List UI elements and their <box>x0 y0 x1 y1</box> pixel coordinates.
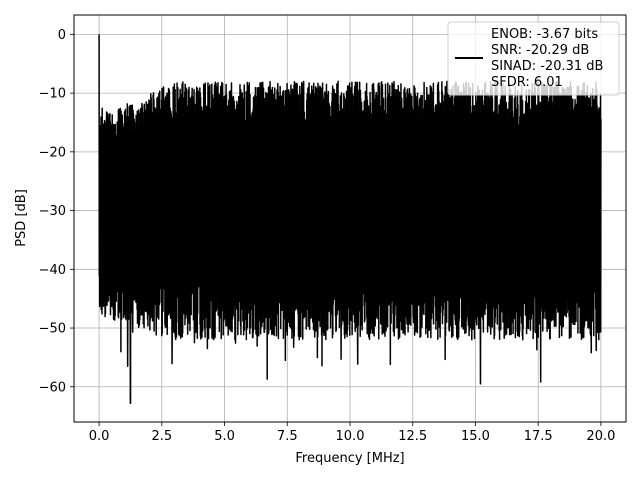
y-tick-label: −50 <box>39 322 66 337</box>
y-tick-label: −60 <box>39 380 66 395</box>
plot-area <box>98 34 602 404</box>
x-tick-label: 2.5 <box>151 429 172 444</box>
legend-entry-sinad: SINAD: -20.31 dB <box>491 59 603 74</box>
x-tick-label: 10.0 <box>336 429 365 444</box>
y-tick-label: −20 <box>39 145 66 160</box>
x-tick-label: 17.5 <box>524 429 553 444</box>
y-axis-ticks: 0 −10 −20 −30 −40 −50 −60 <box>39 28 74 395</box>
x-tick-label: 15.0 <box>461 429 490 444</box>
psd-series-line <box>98 34 602 404</box>
x-axis-ticks: 0.0 2.5 5.0 7.5 10.0 12.5 15.0 17.5 20.0 <box>89 422 615 444</box>
x-tick-label: 0.0 <box>89 429 110 444</box>
y-tick-label: −10 <box>39 87 66 102</box>
x-tick-label: 7.5 <box>277 429 298 444</box>
legend: ENOB: -3.67 bits SNR: -20.29 dB SINAD: -… <box>447 21 620 96</box>
legend-box <box>447 21 620 96</box>
y-tick-label: −40 <box>39 263 66 278</box>
y-tick-label: 0 <box>58 28 66 43</box>
legend-entry-snr: SNR: -20.29 dB <box>491 43 589 58</box>
legend-entry-sfdr: SFDR: 6.01 <box>491 75 563 90</box>
x-tick-label: 12.5 <box>398 429 427 444</box>
legend-entry-enob: ENOB: -3.67 bits <box>491 27 598 42</box>
y-tick-label: −30 <box>39 204 66 219</box>
axes-frame <box>73 14 627 423</box>
x-tick-label: 5.0 <box>214 429 235 444</box>
x-tick-label: 20.0 <box>586 429 615 444</box>
y-axis-label: PSD [dB] <box>14 189 29 247</box>
x-axis-label: Frequency [MHz] <box>295 451 404 466</box>
